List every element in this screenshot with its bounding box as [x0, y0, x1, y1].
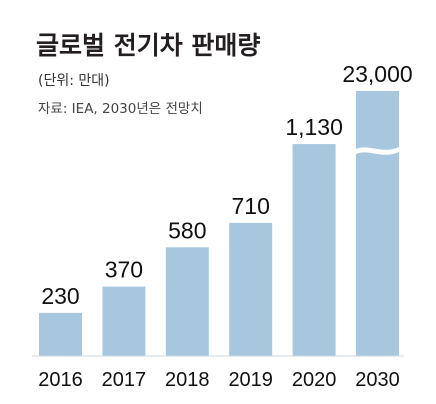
tick-label-2018: 2018 — [165, 369, 210, 391]
bar-2016 — [39, 312, 82, 356]
value-label-2018: 580 — [168, 217, 206, 243]
tick-label-2020: 2020 — [292, 369, 337, 391]
value-label-2019: 710 — [232, 193, 270, 219]
tick-label-2019: 2019 — [228, 369, 273, 391]
tick-label-2030: 2030 — [355, 369, 400, 391]
tick-label-2017: 2017 — [102, 369, 147, 391]
bar-2019 — [229, 222, 273, 356]
bar-2017 — [102, 286, 146, 356]
bar-2018 — [165, 247, 209, 357]
bar-2020 — [292, 144, 336, 356]
value-label-2020: 1,130 — [285, 114, 343, 140]
unit-note: (단위: 만대) — [38, 73, 110, 89]
tick-label-2016: 2016 — [38, 369, 83, 391]
axis-break-mark — [354, 146, 401, 155]
source-note: 자료: IEA, 2030년은 전망치 — [38, 101, 203, 117]
value-label-2017: 370 — [105, 257, 143, 283]
value-label-2016: 230 — [41, 283, 79, 309]
value-label-2030: 23,000 — [342, 61, 412, 87]
bar-2030 — [356, 91, 399, 356]
bars-layer: 230 2016 370 2017 580 2018 710 2019 1,130 2020 23,… — [38, 61, 412, 391]
chart-title: 글로벌 전기차 판매량 — [36, 31, 260, 60]
